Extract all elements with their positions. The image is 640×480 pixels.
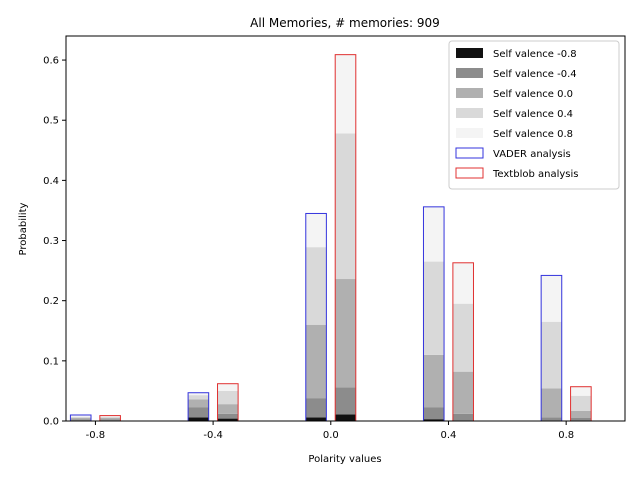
bar-textblob-3-s4 (452, 262, 474, 304)
x-axis-ticks: -0.8 -0.4 0.0 0.4 0.8 (86, 421, 574, 441)
legend: Self valence -0.8 Self valence -0.4 Self v… (448, 40, 620, 190)
bar-vader-3-s2 (423, 354, 445, 408)
bar-vader-2-s1 (305, 398, 327, 418)
legend-label: Textblob analysis (492, 169, 578, 180)
bar-textblob-0-s1 (99, 419, 121, 421)
x-tick-label: 0.0 (323, 430, 339, 441)
y-tick-label: 0.0 (43, 417, 59, 428)
legend-label: Self valence 0.8 (493, 129, 573, 140)
bar-vader-0-s4 (70, 414, 92, 417)
legend-label: Self valence 0.4 (493, 109, 573, 120)
bar-vader-1-s1 (188, 407, 209, 418)
bar-textblob-1-s1 (217, 413, 239, 419)
legend-label: VADER analysis (493, 149, 571, 160)
chart-title: All Memories, # memories: 909 (250, 16, 440, 30)
bar-textblob-1-s4 (217, 383, 239, 391)
bar-textblob-1-s3 (217, 390, 239, 405)
y-tick-label: 0.1 (43, 356, 59, 367)
x-axis-label: Polarity values (308, 454, 381, 465)
bar-textblob-3-s1 (452, 413, 474, 421)
legend-swatch (456, 128, 483, 138)
bar-textblob-2-s1 (335, 387, 356, 415)
legend-swatch (456, 88, 483, 98)
bar-vader-3-s0 (423, 419, 445, 421)
bar-vader-3-s3 (423, 261, 445, 355)
bar-vader-3-s1 (423, 407, 445, 420)
legend-box (448, 40, 620, 190)
bar-textblob-0-s4 (99, 415, 121, 417)
legend-label: Self valence -0.8 (493, 49, 577, 60)
bar-textblob-2-s0 (335, 414, 356, 421)
bar-vader-4-s3 (541, 321, 562, 389)
bar-textblob-3-s2 (452, 371, 474, 414)
bar-textblob-0-s3 (99, 416, 121, 418)
bar-vader-0-s3 (70, 416, 92, 418)
bar-vader-4-s4 (541, 275, 562, 322)
bar-textblob-2-s2 (335, 279, 356, 388)
bar-vader-2-s3 (305, 247, 327, 325)
y-tick-label: 0.6 (43, 56, 59, 67)
bar-vader-4-s1 (541, 417, 562, 421)
y-tick-label: 0.3 (43, 236, 59, 247)
legend-swatch (456, 108, 483, 118)
legend-swatch (456, 48, 483, 58)
legend-swatch (455, 147, 484, 159)
bar-vader-0-s1 (70, 419, 92, 421)
bar-vader-0-s2 (70, 417, 92, 420)
legend-label: Self valence 0.0 (493, 89, 573, 100)
bar-textblob-2-s4 (335, 54, 356, 134)
x-tick-label: 0.4 (441, 430, 457, 441)
legend-swatch (455, 167, 484, 179)
bar-textblob-0-s2 (99, 417, 121, 420)
bar-vader-1-s3 (188, 395, 209, 400)
bar-textblob-1-s0 (217, 418, 239, 421)
bar-textblob-4-s4 (570, 386, 592, 396)
bar-vader-1-s2 (188, 399, 209, 408)
x-tick-label: 0.8 (558, 430, 574, 441)
bar-textblob-3-s3 (452, 303, 474, 372)
x-tick-label: -0.8 (86, 430, 106, 441)
bar-vader-2-s2 (305, 324, 327, 399)
x-tick-label: -0.4 (203, 430, 223, 441)
bar-vader-2-s4 (305, 213, 327, 248)
bar-vader-1-s0 (188, 417, 209, 421)
bar-vader-2-s0 (305, 417, 327, 421)
bar-vader-3-s4 (423, 206, 445, 262)
bar-vader-1-s4 (188, 392, 209, 396)
bar-textblob-2-s3 (335, 133, 356, 280)
y-axis-ticks: 0.0 0.1 0.2 0.3 0.4 0.5 0.6 (43, 56, 66, 428)
bar-textblob-1-s2 (217, 404, 239, 414)
bar-textblob-4-s1 (570, 417, 592, 421)
y-tick-label: 0.4 (43, 176, 59, 187)
y-tick-label: 0.2 (43, 296, 59, 307)
y-axis-label: Probability (18, 202, 29, 255)
y-tick-label: 0.5 (43, 116, 59, 127)
bars-layer (70, 54, 592, 421)
plot-area-frame (65, 35, 626, 422)
bar-textblob-4-s2 (570, 410, 592, 418)
legend-label: Self valence -0.4 (493, 69, 577, 80)
bar-textblob-4-s3 (570, 395, 592, 411)
legend-swatch (456, 68, 483, 78)
bar-vader-4-s2 (541, 388, 562, 418)
